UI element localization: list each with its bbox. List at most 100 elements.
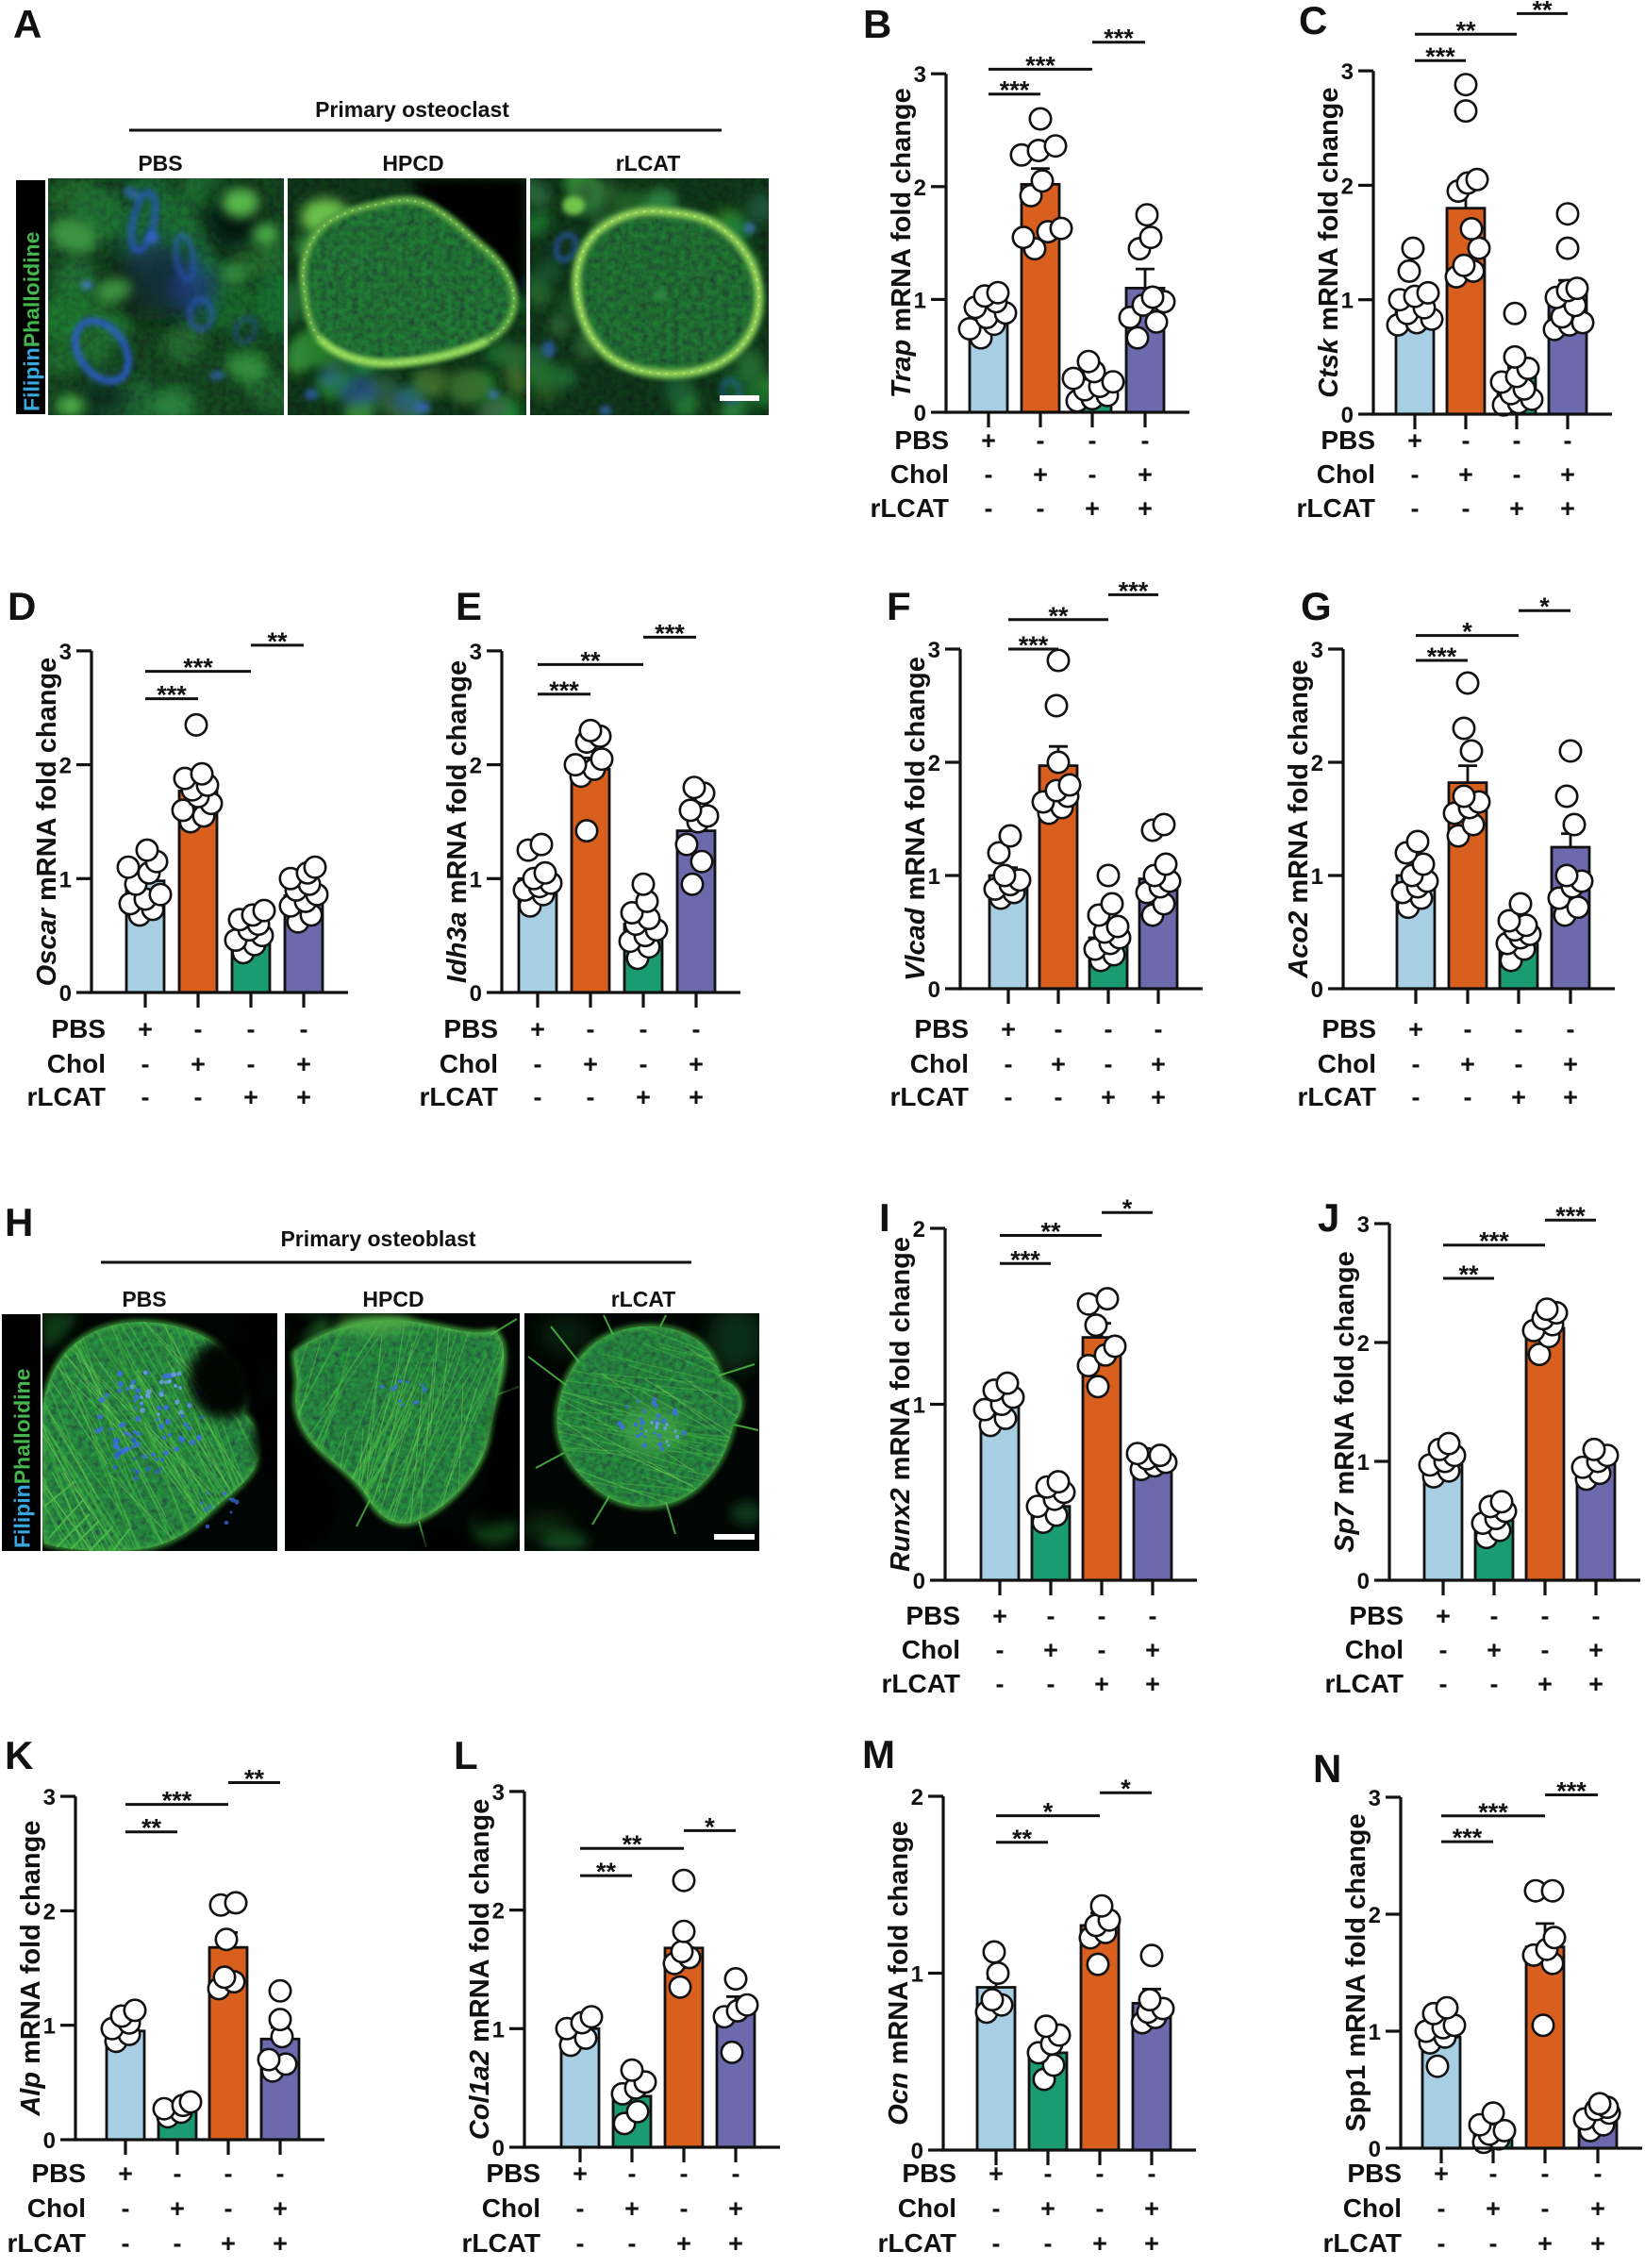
svg-text:+: + xyxy=(1407,426,1422,455)
svg-text:Primary osteoblast: Primary osteoblast xyxy=(280,1226,475,1251)
svg-text:2: 2 xyxy=(911,1785,923,1810)
svg-text:-: - xyxy=(1044,2160,1053,2188)
svg-text:rLCAT: rLCAT xyxy=(1323,2228,1402,2258)
svg-text:rLCAT: rLCAT xyxy=(1325,1669,1404,1698)
svg-text:-: - xyxy=(1464,1083,1472,1111)
svg-text:+: + xyxy=(583,1050,598,1078)
svg-text:1: 1 xyxy=(1357,1450,1370,1476)
svg-text:+: + xyxy=(1560,460,1575,489)
svg-text:+: + xyxy=(989,2160,1004,2188)
svg-text:Chol: Chol xyxy=(1318,1049,1376,1078)
svg-text:2: 2 xyxy=(913,1217,925,1242)
svg-text:-: - xyxy=(996,1670,1005,1698)
svg-text:**: ** xyxy=(596,1858,617,1886)
svg-text:-: - xyxy=(1044,2229,1053,2258)
svg-text:-: - xyxy=(1515,1015,1523,1043)
svg-text:1: 1 xyxy=(913,1393,925,1419)
svg-text:rLCAT: rLCAT xyxy=(871,493,949,523)
svg-text:-: - xyxy=(1037,494,1045,523)
svg-text:-: - xyxy=(996,1636,1005,1664)
svg-text:-: - xyxy=(1096,2160,1105,2188)
svg-text:*: * xyxy=(1122,1194,1133,1223)
svg-text:0: 0 xyxy=(43,2128,56,2154)
svg-text:***: *** xyxy=(1478,1798,1508,1826)
svg-text:+: + xyxy=(624,2194,640,2223)
svg-text:+: + xyxy=(1085,494,1100,523)
svg-text:Spp1 mRNA fold change: Spp1 mRNA fold change xyxy=(1341,1813,1371,2131)
svg-text:PBS: PBS xyxy=(1321,1014,1376,1043)
svg-text:PBS: PBS xyxy=(1321,425,1375,455)
svg-text:3: 3 xyxy=(59,640,72,665)
svg-text:rLCAT: rLCAT xyxy=(8,2228,86,2258)
svg-text:***: *** xyxy=(162,1787,192,1815)
svg-text:1: 1 xyxy=(914,288,926,313)
svg-text:3: 3 xyxy=(492,1780,505,1806)
svg-text:***: *** xyxy=(1119,576,1149,605)
svg-text:***: *** xyxy=(1427,642,1457,671)
svg-text:2: 2 xyxy=(1357,1331,1370,1357)
svg-text:-: - xyxy=(1490,1670,1499,1698)
svg-text:rLCAT: rLCAT xyxy=(27,1082,106,1111)
svg-text:-: - xyxy=(1462,426,1471,455)
svg-text:J: J xyxy=(1318,1195,1339,1240)
svg-text:-: - xyxy=(534,1083,542,1111)
svg-text:H: H xyxy=(5,1200,33,1244)
svg-text:Col1a2 mRNA fold change: Col1a2 mRNA fold change xyxy=(465,1799,495,2141)
svg-text:K: K xyxy=(5,1733,33,1777)
svg-text:2: 2 xyxy=(1341,174,1354,199)
svg-text:-: - xyxy=(1088,460,1097,489)
svg-text:+: + xyxy=(1509,494,1524,523)
svg-text:-: - xyxy=(1541,1636,1550,1664)
svg-text:+: + xyxy=(728,2194,743,2223)
svg-text:1: 1 xyxy=(59,867,72,892)
svg-text:0: 0 xyxy=(59,981,72,1007)
svg-text:1: 1 xyxy=(470,867,482,892)
svg-text:2: 2 xyxy=(59,754,72,779)
svg-text:**: ** xyxy=(580,646,601,675)
svg-text:3: 3 xyxy=(1341,59,1354,85)
svg-text:*: * xyxy=(1539,592,1550,621)
svg-text:0: 0 xyxy=(470,981,482,1007)
svg-text:-: - xyxy=(1439,1670,1448,1698)
svg-text:0: 0 xyxy=(1357,1569,1370,1594)
svg-text:-: - xyxy=(1055,1083,1063,1111)
svg-text:-: - xyxy=(1515,1050,1523,1078)
svg-text:-: - xyxy=(985,494,993,523)
svg-text:+: + xyxy=(1145,1670,1160,1698)
svg-text:-: - xyxy=(1489,2160,1498,2188)
svg-text:**: ** xyxy=(1532,0,1553,24)
svg-text:1: 1 xyxy=(1341,289,1354,314)
svg-text:-: - xyxy=(732,2160,740,2188)
svg-text:-: - xyxy=(985,460,993,489)
svg-text:+: + xyxy=(296,1083,311,1111)
svg-text:E: E xyxy=(456,584,482,628)
svg-text:+: + xyxy=(273,2194,288,2223)
svg-text:+: + xyxy=(170,2194,185,2223)
svg-text:3: 3 xyxy=(914,62,926,88)
svg-text:PBS: PBS xyxy=(31,2159,86,2188)
svg-text:***: *** xyxy=(1555,1202,1586,1230)
svg-text:***: *** xyxy=(1425,42,1455,71)
svg-text:-: - xyxy=(1567,1015,1575,1043)
svg-text:-: - xyxy=(1594,2160,1603,2188)
svg-text:2: 2 xyxy=(928,751,940,776)
svg-text:-: - xyxy=(194,1015,203,1043)
svg-text:+: + xyxy=(1094,1670,1109,1698)
svg-text:+: + xyxy=(296,1050,311,1078)
svg-text:B: B xyxy=(863,2,891,46)
svg-text:-: - xyxy=(1098,1602,1106,1630)
svg-text:-: - xyxy=(692,1015,701,1043)
svg-text:-: - xyxy=(194,1083,203,1111)
svg-text:rLCAT: rLCAT xyxy=(616,151,681,175)
svg-text:rLCAT: rLCAT xyxy=(462,2228,540,2258)
svg-text:PBS: PBS xyxy=(914,1014,969,1043)
svg-text:-: - xyxy=(576,2194,585,2223)
svg-text:D: D xyxy=(8,584,36,628)
svg-text:-: - xyxy=(680,2194,689,2223)
svg-text:+: + xyxy=(138,1015,153,1043)
svg-text:2: 2 xyxy=(1369,1903,1381,1928)
svg-text:Trap mRNA fold change: Trap mRNA fold change xyxy=(887,88,917,398)
svg-text:PBS: PBS xyxy=(894,425,949,455)
svg-text:***: *** xyxy=(1000,76,1030,105)
svg-text:+: + xyxy=(1033,460,1048,489)
